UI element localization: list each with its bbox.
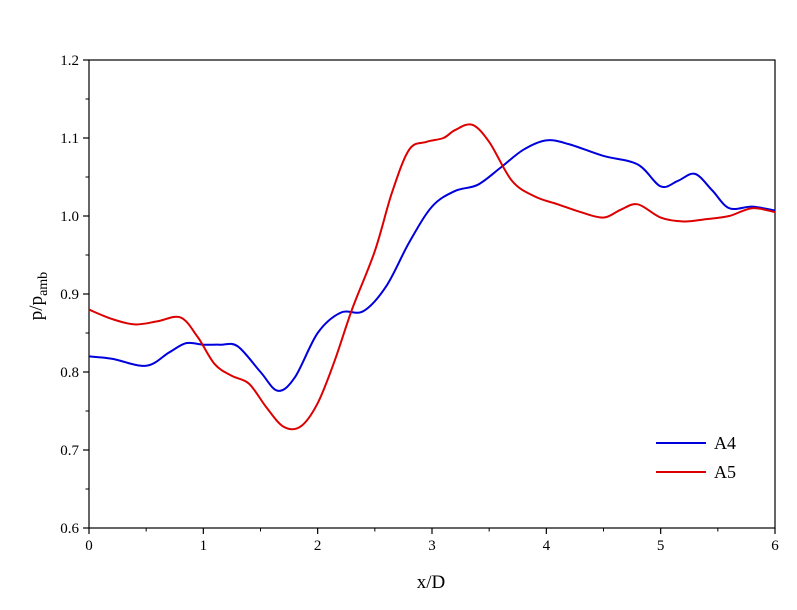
legend-label-a4: A4 <box>714 433 736 453</box>
y-tick-label: 1.1 <box>60 131 79 147</box>
x-tick-label: 0 <box>85 538 93 554</box>
x-tick-label: 4 <box>543 538 551 554</box>
plot-border <box>88 59 776 529</box>
series-line-a5 <box>88 123 776 431</box>
x-tick-label: 1 <box>200 538 208 554</box>
y-axis-ticks: 0.6 0.7 0.8 0.9 1.0 1.1 1.2 <box>60 53 89 537</box>
y-tick-label: 0.6 <box>60 521 79 537</box>
x-tick-label: 6 <box>771 538 779 554</box>
y-tick-label: 1.0 <box>60 209 79 225</box>
legend: A4 A5 <box>656 433 736 482</box>
series-layer <box>88 123 776 431</box>
x-axis-ticks: 0 1 2 3 4 5 6 <box>85 528 779 554</box>
series-line-a4 <box>88 139 776 392</box>
y-axis-title: p/pamb <box>26 272 51 320</box>
x-tick-label: 2 <box>314 538 322 554</box>
y-tick-label: 0.7 <box>60 443 79 459</box>
y-axis-title-subscript: amb <box>36 272 51 296</box>
plot-frame <box>88 59 776 529</box>
y-tick-label: 0.8 <box>60 365 79 381</box>
x-tick-label: 3 <box>428 538 436 554</box>
y-axis-title-main: p/p <box>26 296 47 320</box>
x-tick-label: 5 <box>657 538 665 554</box>
legend-label-a5: A5 <box>714 462 736 482</box>
x-axis-title: x/D <box>417 572 446 593</box>
y-tick-label: 0.9 <box>60 287 79 303</box>
y-tick-label: 1.2 <box>60 53 79 69</box>
